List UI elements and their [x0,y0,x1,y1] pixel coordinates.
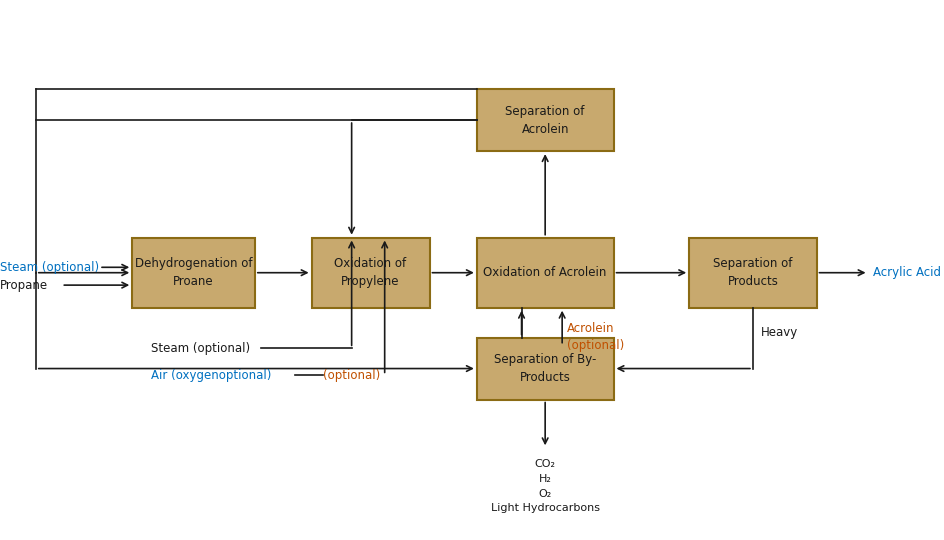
FancyBboxPatch shape [312,238,430,308]
FancyBboxPatch shape [477,338,614,400]
Text: (optional): (optional) [323,369,380,382]
Text: Separation of
Acrolein: Separation of Acrolein [505,105,585,136]
Text: Air (oxygenoptional): Air (oxygenoptional) [151,369,272,382]
Text: Acrolein
(optional): Acrolein (optional) [566,322,624,353]
Text: Acrylic Acid: Acrylic Acid [873,266,941,279]
Text: Separation of By-
Products: Separation of By- Products [494,353,597,384]
FancyBboxPatch shape [132,238,255,308]
Text: Oxidation of
Propylene: Oxidation of Propylene [334,257,407,288]
Text: CO₂
H₂
O₂
Light Hydrocarbons: CO₂ H₂ O₂ Light Hydrocarbons [491,459,599,514]
Text: Propane: Propane [0,279,48,292]
Text: Oxidation of Acrolein: Oxidation of Acrolein [483,266,607,279]
Text: Steam (optional): Steam (optional) [151,342,250,355]
Text: Heavy: Heavy [760,326,798,339]
Text: Steam (optional): Steam (optional) [0,261,99,274]
FancyBboxPatch shape [477,238,614,308]
FancyBboxPatch shape [477,89,614,151]
FancyBboxPatch shape [689,238,817,308]
Text: Dehydrogenation of
Proane: Dehydrogenation of Proane [135,257,252,288]
Text: Separation of
Products: Separation of Products [713,257,793,288]
